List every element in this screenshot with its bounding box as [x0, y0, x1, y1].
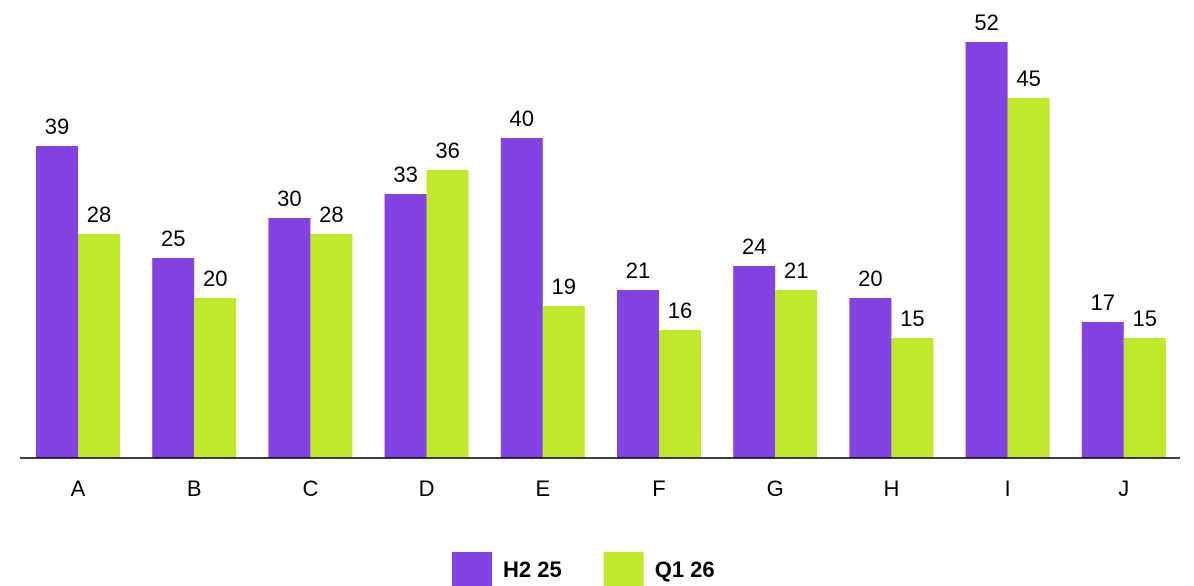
- bar: [1123, 338, 1166, 458]
- data-label: 16: [668, 298, 692, 323]
- x-tick-label: I: [1005, 476, 1011, 501]
- data-label: 24: [742, 234, 766, 259]
- data-label: 33: [393, 162, 417, 187]
- bar: [500, 138, 543, 458]
- data-label: 45: [1016, 66, 1040, 91]
- bar: [775, 290, 818, 458]
- data-label: 30: [277, 186, 301, 211]
- legend-label: H2 25: [503, 557, 562, 582]
- data-label: 39: [45, 114, 69, 139]
- legend-swatch: [452, 552, 492, 586]
- bar: [659, 330, 701, 458]
- data-label: 15: [1133, 306, 1157, 331]
- x-tick-label: G: [767, 476, 784, 501]
- x-tick-label: E: [535, 476, 550, 501]
- data-label: 15: [900, 306, 924, 331]
- bar: [194, 298, 237, 458]
- bar: [617, 290, 659, 458]
- bar: [310, 234, 353, 458]
- bar: [1081, 322, 1124, 458]
- bar: [733, 266, 776, 458]
- data-label: 40: [510, 106, 534, 131]
- data-label: 25: [161, 226, 185, 251]
- data-label: 21: [626, 258, 650, 283]
- legend-swatch: [603, 552, 644, 586]
- x-tick-label: J: [1118, 476, 1129, 501]
- data-label: 17: [1091, 290, 1115, 315]
- bar: [78, 234, 120, 458]
- data-label: 28: [87, 202, 111, 227]
- bar: [542, 306, 585, 458]
- x-tick-label: H: [883, 476, 899, 501]
- bar: [891, 338, 934, 458]
- x-tick-label: A: [71, 476, 86, 501]
- x-tick-label: D: [419, 476, 435, 501]
- bar: [36, 146, 78, 458]
- data-label: 21: [784, 258, 808, 283]
- bar: [426, 170, 469, 458]
- bar: [152, 258, 195, 458]
- data-label: 20: [858, 266, 882, 291]
- data-label: 36: [435, 138, 459, 163]
- bar: [268, 218, 311, 458]
- data-label: 52: [974, 10, 998, 35]
- data-label: 28: [319, 202, 343, 227]
- data-label: 20: [203, 266, 227, 291]
- x-tick-label: C: [302, 476, 318, 501]
- x-tick-label: B: [187, 476, 202, 501]
- bar: [849, 298, 892, 458]
- bar: [1007, 98, 1050, 458]
- x-tick-label: F: [652, 476, 665, 501]
- legend-label: Q1 26: [655, 557, 715, 582]
- bar: [965, 42, 1008, 458]
- bar: [384, 194, 427, 458]
- data-label: 19: [552, 274, 576, 299]
